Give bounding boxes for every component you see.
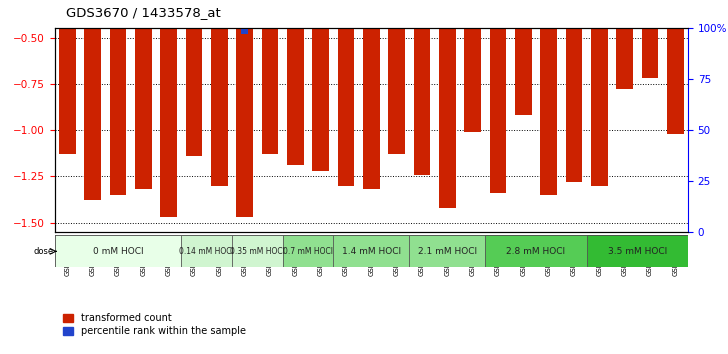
Bar [490, 0, 506, 193]
Bar [84, 0, 101, 200]
Bar [261, 0, 278, 154]
Bar [135, 0, 151, 189]
Bar [55, 235, 181, 267]
Bar [414, 0, 430, 175]
Text: 0.14 mM HOCl: 0.14 mM HOCl [179, 247, 234, 256]
Bar [333, 235, 409, 267]
Bar [338, 0, 355, 185]
Bar [241, 27, 248, 34]
Bar [409, 235, 486, 267]
Bar [464, 0, 481, 132]
Bar [515, 0, 531, 115]
Text: 1.4 mM HOCl: 1.4 mM HOCl [341, 247, 401, 256]
Text: GDS3670 / 1433578_at: GDS3670 / 1433578_at [66, 6, 221, 19]
Bar [617, 0, 633, 90]
Bar [160, 0, 177, 217]
Bar [237, 0, 253, 217]
Text: 0.35 mM HOCl: 0.35 mM HOCl [230, 247, 285, 256]
Text: 0 mM HOCl: 0 mM HOCl [92, 247, 143, 256]
Bar [486, 235, 587, 267]
Bar [181, 235, 232, 267]
Bar [667, 0, 684, 134]
Bar [110, 0, 126, 195]
Legend: transformed count, percentile rank within the sample: transformed count, percentile rank withi… [60, 309, 250, 340]
Text: dose: dose [33, 247, 53, 256]
Bar [388, 0, 405, 154]
Text: 2.1 mM HOCl: 2.1 mM HOCl [418, 247, 477, 256]
Bar [165, 5, 173, 13]
Bar [211, 0, 228, 185]
Bar [641, 0, 658, 78]
Bar [540, 0, 557, 195]
Bar [186, 0, 202, 156]
Bar [587, 235, 688, 267]
Bar [566, 0, 582, 182]
Text: 3.5 mM HOCl: 3.5 mM HOCl [608, 247, 667, 256]
Bar [282, 235, 333, 267]
Text: 0.7 mM HOCl: 0.7 mM HOCl [283, 247, 333, 256]
Bar [59, 0, 76, 154]
Bar [363, 0, 379, 189]
Bar [287, 0, 304, 165]
Bar [439, 0, 456, 208]
Bar [232, 235, 282, 267]
Bar [591, 0, 608, 185]
Bar [312, 0, 329, 171]
Text: 2.8 mM HOCl: 2.8 mM HOCl [507, 247, 566, 256]
